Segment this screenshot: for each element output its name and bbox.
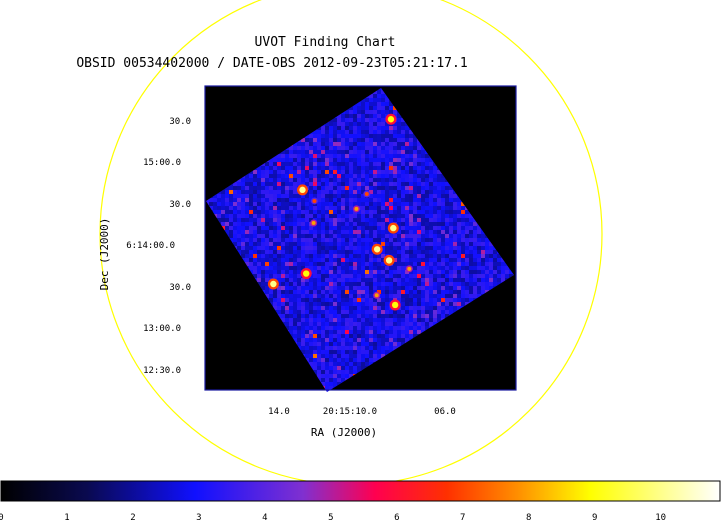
colorbar [0,480,721,502]
colorbar-ticks: 0 1 2 3 4 5 6 7 8 9 10 [0,513,666,521]
colorbar-tick-label: 5 [328,513,333,521]
colorbar-tick-label: 3 [196,513,201,521]
colorbar-tick-label: 8 [526,513,531,521]
x-tick-label: 06.0 [434,407,456,417]
y-tick-label: 30.0 [169,117,191,127]
source-point [387,116,395,123]
y-tick-label: 30.0 [169,200,191,210]
source-point [312,198,317,203]
source-point [311,221,316,225]
source-point [385,257,393,264]
source-point [373,246,381,253]
colorbar-tick-label: 7 [460,513,465,521]
x-tick-label: 20:15:10.0 [323,407,377,417]
colorbar-tick-label: 9 [592,513,597,521]
y-tick-label: 30.0 [169,283,191,293]
source-point [303,270,310,277]
x-tick-label: 14.0 [268,407,290,417]
source-point [407,266,412,271]
image-frame-border [204,85,517,391]
colorbar-tick-label: 1 [64,513,69,521]
y-tick-label: 12:30.0 [143,366,181,376]
colorbar-tick-label: 0 [0,513,4,521]
source-point [374,293,379,298]
y-tick-label: 15:00.0 [143,158,181,168]
source-point [354,206,359,211]
source-point [391,301,399,309]
source-point [299,186,306,194]
colorbar-tick-label: 2 [130,513,135,521]
x-tick-labels: 14.0 20:15:10.0 06.0 [268,407,456,417]
source-point [270,280,277,288]
colorbar-tick-label: 4 [262,513,267,521]
y-tick-labels: 30.0 15:00.0 30.0 6:14:00.0 30.0 13:00.0… [126,117,191,376]
y-tick-label: 6:14:00.0 [126,241,175,251]
source-point [390,224,397,232]
chart-subtitle: OBSID 00534402000 / DATE-OBS 2012-09-23T… [76,56,467,71]
y-tick-label: 13:00.0 [143,324,181,334]
y-axis-label: Dec (J2000) [98,218,111,291]
source-point [364,192,369,197]
colorbar-tick-label: 6 [394,513,399,521]
source-layer [267,113,413,311]
chart-title: UVOT Finding Chart [255,35,396,50]
x-axis-label: RA (J2000) [311,426,377,439]
colorbar-tick-label: 10 [655,513,666,521]
